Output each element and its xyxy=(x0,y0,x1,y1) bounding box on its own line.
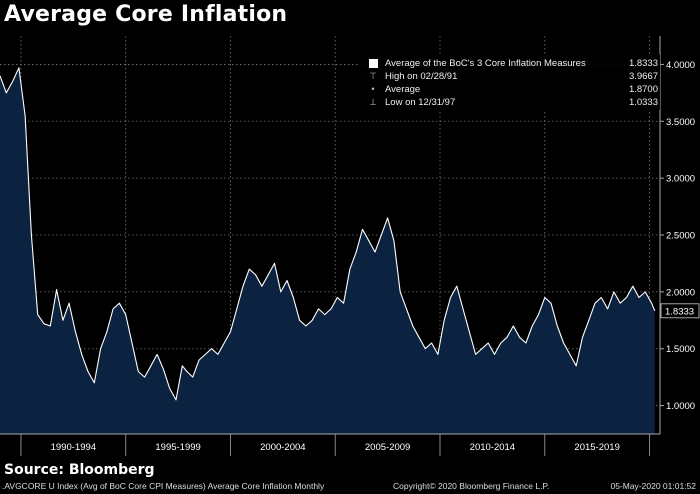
area-series xyxy=(0,67,656,435)
source-label: Source: Bloomberg xyxy=(4,462,155,478)
legend-high-label: High on 02/28/91 xyxy=(385,71,458,82)
legend-average-label: Average xyxy=(385,84,421,95)
y-tick-label: 1.5000 xyxy=(666,344,695,355)
y-tick-label: 1.0000 xyxy=(666,401,695,412)
legend-row-series: Average of the BoC's 3 Core Inflation Me… xyxy=(360,58,660,70)
series-area-fill xyxy=(0,67,655,435)
legend-row-high: ⊤ High on 02/28/91 3.9667 xyxy=(360,71,660,83)
last-value-label: 1.8333 xyxy=(665,306,694,317)
legend-average-value: 1.8700 xyxy=(628,84,658,95)
legend-series-label: Average of the BoC's 3 Core Inflation Me… xyxy=(385,58,586,69)
average-marker-icon: • xyxy=(371,84,375,94)
high-marker-icon: ⊤ xyxy=(369,71,377,81)
x-tick-label: 2000-2004 xyxy=(260,442,305,453)
legend-box: Average of the BoC's 3 Core Inflation Me… xyxy=(360,54,660,110)
legend-row-average: • Average 1.8700 xyxy=(360,84,660,96)
legend-series-value: 1.8333 xyxy=(628,58,658,69)
footer-index-description: .AVGCORE U Index (Avg of BoC Core CPI Me… xyxy=(2,481,325,491)
legend-row-low: ⊥ Low on 12/31/97 1.0333 xyxy=(360,97,660,109)
x-tick-label: 2005-2009 xyxy=(365,442,410,453)
y-tick-label: 2.5000 xyxy=(666,231,695,242)
series-swatch-icon xyxy=(365,58,381,69)
y-tick-label: 2.0000 xyxy=(666,287,695,298)
y-tick-label: 4.0000 xyxy=(666,60,695,71)
footer-copyright: Copyright© 2020 Bloomberg Finance L.P. xyxy=(393,481,550,491)
x-tick-label: 2010-2014 xyxy=(470,442,515,453)
y-tick-label: 3.0000 xyxy=(666,174,695,185)
legend-high-value: 3.9667 xyxy=(628,71,658,82)
axis-labels: 1.0000 1.5000 2.0000 2.5000 3.0000 3.5000 4.00… xyxy=(51,60,700,453)
x-tick-label: 1995-1999 xyxy=(155,442,200,453)
chart-title: Average Core Inflation xyxy=(4,2,288,27)
footer-timestamp: 05-May-2020 01:01:52 xyxy=(610,481,696,491)
legend-low-value: 1.0333 xyxy=(628,97,658,108)
x-tick-label: 2015-2019 xyxy=(574,442,619,453)
legend-low-label: Low on 12/31/97 xyxy=(385,97,456,108)
last-value-box xyxy=(660,303,700,319)
x-tick-label: 1990-1994 xyxy=(51,442,96,453)
axes xyxy=(0,36,664,456)
series-line xyxy=(0,67,656,401)
low-marker-icon: ⊥ xyxy=(369,97,377,107)
y-tick-label: 3.5000 xyxy=(666,117,695,128)
